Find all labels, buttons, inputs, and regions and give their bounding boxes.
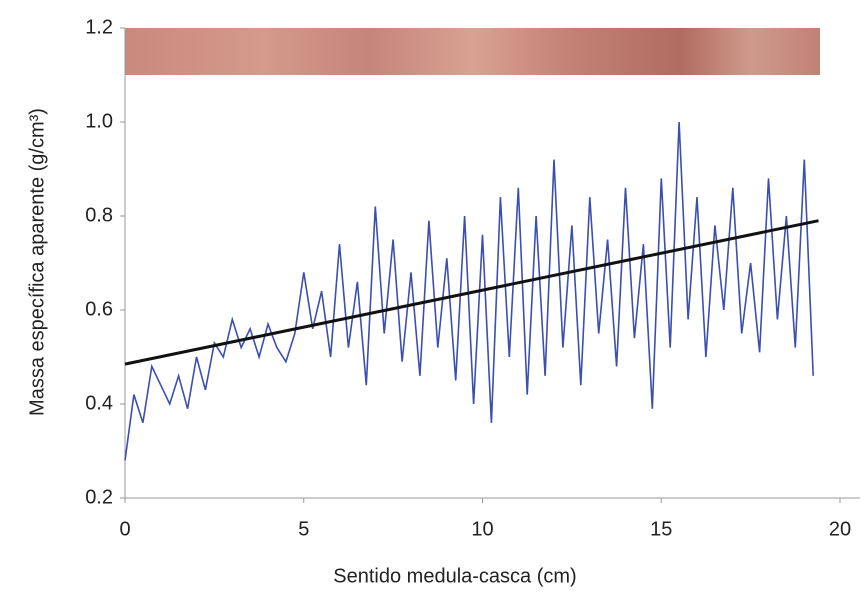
trend-line: [124, 219, 819, 366]
x-tick-label: 15: [650, 518, 672, 540]
x-tick-label: 10: [471, 518, 493, 540]
x-tick-label: 5: [298, 518, 309, 540]
x-tick-label: 0: [119, 518, 130, 540]
y-tick-label: 0.4: [85, 392, 113, 414]
y-tick-label: 0.2: [85, 486, 113, 508]
wood-sample-image: [125, 28, 820, 75]
x-tick-label: 20: [829, 518, 851, 540]
x-axis-label: Sentido medula-casca (cm): [333, 565, 576, 587]
y-axis-label: Massa específica aparente (g/cm³): [26, 108, 48, 416]
y-tick-label: 1.0: [85, 110, 113, 132]
y-tick-label: 1.2: [85, 16, 113, 38]
y-tick-label: 0.6: [85, 298, 113, 320]
density-line: [124, 121, 814, 461]
y-tick-label: 0.8: [85, 204, 113, 226]
